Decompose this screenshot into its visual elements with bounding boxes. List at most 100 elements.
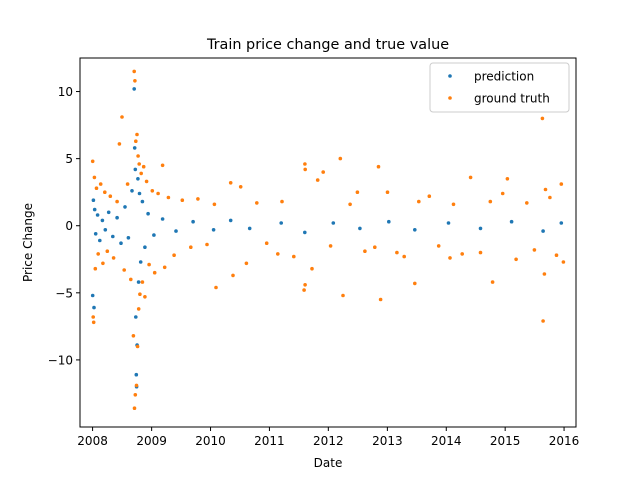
point-prediction	[478, 226, 483, 231]
point-ground-truth	[532, 248, 537, 252]
point-ground-truth	[138, 292, 142, 297]
point-prediction	[331, 221, 336, 225]
point-prediction	[559, 221, 564, 225]
point-ground-truth	[120, 115, 124, 119]
point-ground-truth	[505, 177, 510, 181]
y-tick-label: −5	[55, 286, 73, 300]
legend: prediction ground truth	[429, 62, 570, 113]
point-ground-truth	[280, 199, 284, 204]
point-ground-truth	[348, 202, 352, 207]
x-axis-ticks: 2008 2009 2010 2011 2012 2013 2014 2015 2016	[77, 427, 579, 448]
point-prediction	[130, 189, 134, 193]
point-prediction	[92, 207, 97, 212]
x-axis-label: Date	[314, 456, 343, 470]
point-ground-truth	[554, 253, 559, 257]
point-ground-truth	[488, 199, 493, 204]
point-ground-truth	[98, 182, 103, 186]
point-ground-truth	[378, 297, 383, 302]
point-prediction	[509, 219, 514, 224]
point-ground-truth	[90, 159, 95, 164]
point-prediction	[413, 228, 417, 232]
point-prediction	[160, 217, 165, 221]
point-prediction	[136, 177, 140, 181]
point-prediction	[134, 372, 139, 377]
point-ground-truth	[135, 132, 139, 137]
point-ground-truth	[139, 171, 143, 176]
point-ground-truth	[93, 266, 98, 271]
point-ground-truth	[115, 199, 119, 204]
point-prediction	[95, 213, 100, 217]
point-ground-truth	[212, 202, 217, 207]
point-ground-truth	[451, 202, 456, 207]
y-tick-label: 10	[58, 85, 73, 99]
point-ground-truth	[328, 244, 333, 248]
point-prediction	[126, 236, 131, 240]
point-ground-truth	[254, 201, 259, 205]
point-ground-truth	[136, 154, 140, 158]
point-ground-truth	[160, 163, 165, 168]
point-ground-truth	[228, 181, 233, 185]
point-ground-truth	[543, 187, 548, 192]
point-ground-truth	[514, 257, 518, 262]
point-prediction	[115, 215, 119, 220]
legend-marker-prediction	[448, 74, 452, 78]
point-ground-truth	[101, 261, 105, 266]
point-ground-truth	[315, 178, 320, 182]
legend-label-prediction: prediction	[474, 70, 534, 84]
point-ground-truth	[132, 406, 137, 411]
point-prediction	[123, 205, 127, 209]
y-tick-label: 5	[65, 152, 73, 166]
y-axis-label: Price Change	[21, 203, 35, 282]
point-prediction	[138, 260, 143, 264]
y-tick-label: −10	[48, 353, 73, 367]
point-prediction	[228, 218, 233, 223]
point-prediction	[90, 293, 95, 298]
point-ground-truth	[310, 266, 314, 271]
legend-box	[429, 62, 570, 113]
point-ground-truth	[137, 162, 141, 166]
point-ground-truth	[122, 268, 126, 272]
point-ground-truth	[231, 273, 235, 278]
point-prediction	[303, 230, 307, 235]
x-tick-label: 2016	[549, 434, 580, 448]
x-tick-label: 2013	[372, 434, 403, 448]
x-tick-label: 2009	[136, 434, 167, 448]
point-ground-truth	[147, 262, 151, 267]
point-prediction	[98, 238, 102, 243]
chart-title: Train price change and true value	[206, 37, 449, 53]
point-ground-truth	[132, 69, 136, 74]
point-prediction	[143, 245, 147, 249]
y-axis-ticks: −10 −5 0 5 10	[48, 85, 80, 367]
point-ground-truth	[117, 142, 122, 146]
point-ground-truth	[162, 265, 167, 270]
point-ground-truth	[131, 334, 136, 338]
point-ground-truth	[180, 198, 185, 202]
point-prediction	[111, 234, 115, 239]
point-prediction	[152, 233, 156, 237]
point-ground-truth	[460, 252, 465, 256]
point-ground-truth	[321, 170, 326, 174]
legend-marker-ground-truth	[448, 96, 452, 100]
point-ground-truth	[540, 116, 545, 121]
point-ground-truth	[264, 241, 269, 245]
point-ground-truth	[103, 190, 107, 194]
point-ground-truth	[413, 281, 417, 286]
data-points	[90, 69, 566, 411]
point-prediction	[541, 229, 545, 233]
point-ground-truth	[135, 344, 140, 349]
point-ground-truth	[302, 288, 306, 292]
point-ground-truth	[448, 256, 452, 260]
point-ground-truth	[133, 393, 138, 397]
point-ground-truth	[134, 383, 139, 388]
point-ground-truth	[189, 245, 193, 249]
point-prediction	[211, 228, 216, 232]
point-ground-truth	[92, 175, 97, 180]
x-tick-label: 2014	[431, 434, 462, 448]
point-prediction	[133, 167, 138, 172]
point-ground-truth	[108, 194, 113, 198]
point-ground-truth	[341, 293, 345, 298]
point-prediction	[446, 221, 451, 225]
x-tick-label: 2011	[254, 434, 285, 448]
point-ground-truth	[214, 285, 218, 290]
point-ground-truth	[238, 185, 243, 189]
